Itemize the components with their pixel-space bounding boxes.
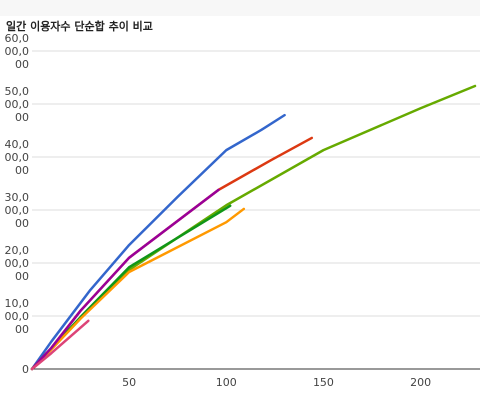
- x-tick-label: 200: [410, 376, 431, 389]
- x-tick-label: 50: [122, 376, 136, 389]
- x-tick-label: 100: [216, 376, 237, 389]
- series-line: [30, 188, 220, 371]
- series-line: [30, 319, 90, 371]
- y-tick-label: 10,000,000: [4, 296, 30, 336]
- series-line: [30, 84, 477, 371]
- series-line: [30, 207, 246, 371]
- y-tick-label: 0: [22, 362, 29, 376]
- chart-title: 일간 이용자수 단순합 추이 비교: [6, 19, 153, 33]
- y-tick-label: 30,000,000: [4, 190, 30, 230]
- x-tick-label: 150: [313, 376, 334, 389]
- top-strip: [0, 0, 480, 16]
- y-tick-label: 60,000,000: [4, 31, 30, 71]
- y-tick-label: 40,000,000: [4, 137, 30, 177]
- series-line: [30, 113, 286, 371]
- y-tick-label: 50,000,000: [4, 84, 30, 124]
- y-tick-label: 20,000,000: [4, 243, 30, 283]
